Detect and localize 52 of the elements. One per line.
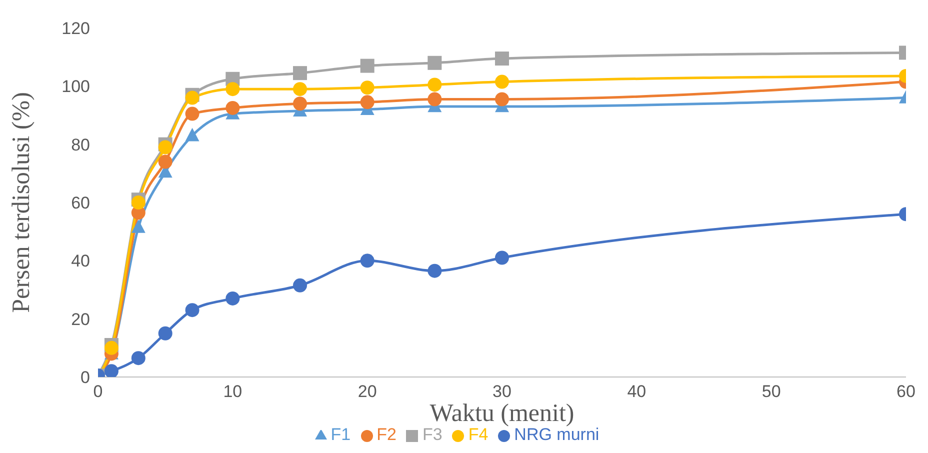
legend-label: NRG murni: [514, 425, 600, 444]
point: [360, 254, 374, 268]
y-tick-label: 60: [71, 194, 90, 213]
point: [131, 351, 146, 366]
y-tick-label: 0: [80, 368, 90, 388]
point: [293, 66, 307, 80]
point: [226, 291, 240, 306]
y-tick-label: 120: [62, 19, 90, 38]
point: [226, 82, 240, 96]
y-tick-label: 40: [71, 252, 90, 271]
point: [495, 74, 509, 89]
point: [185, 106, 200, 121]
point: [495, 250, 509, 265]
x-tick-label: 30: [492, 382, 512, 402]
point: [185, 90, 200, 105]
point: [360, 95, 374, 110]
legend-label: F4: [468, 425, 488, 444]
y-tick-label: 100: [62, 77, 90, 96]
point: [293, 278, 307, 292]
point: [360, 80, 374, 95]
y-tick-label: 80: [71, 135, 90, 154]
x-axis-title: Waktu (menit): [430, 400, 574, 427]
point: [428, 56, 442, 70]
x-tick-label: 40: [627, 382, 646, 402]
point: [158, 154, 172, 169]
point: [428, 92, 442, 106]
y-tick-label: 20: [71, 310, 90, 329]
point: [428, 264, 442, 278]
x-tick-label: 0: [93, 382, 103, 402]
point: [293, 82, 307, 96]
point: [185, 303, 200, 318]
point: [293, 96, 307, 111]
point: [428, 78, 442, 92]
x-tick-label: 50: [762, 382, 781, 402]
legend-label: F3: [422, 425, 442, 444]
point: [158, 326, 172, 340]
point: [185, 128, 200, 142]
point: [131, 220, 146, 233]
x-tick-label: 20: [358, 382, 377, 402]
x-tick-label: 60: [896, 382, 916, 402]
point: [226, 100, 240, 115]
legend-label: F2: [376, 425, 396, 444]
x-tick-label: 10: [223, 382, 242, 402]
point: [104, 364, 118, 377]
y-axis-title: Persen terdisolusi (%): [8, 92, 35, 313]
point: [360, 58, 374, 73]
legend-label: F1: [330, 425, 351, 444]
point: [158, 140, 172, 154]
point: [495, 92, 509, 106]
point: [131, 196, 146, 210]
point: [104, 340, 118, 355]
point: [495, 52, 509, 66]
